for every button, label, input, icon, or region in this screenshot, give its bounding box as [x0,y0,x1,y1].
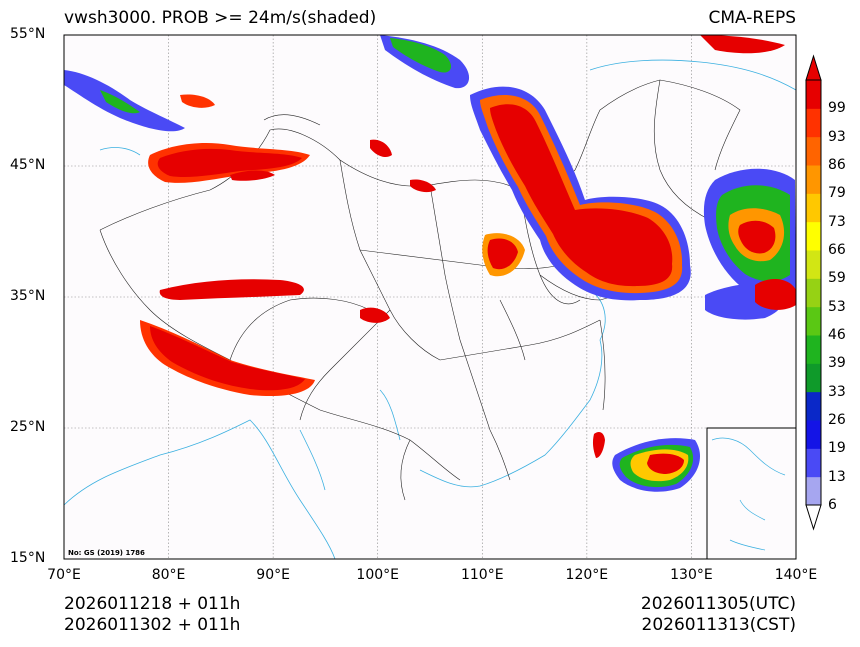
lon-tick-label: 130°E [670,567,713,583]
valid-time-cst: 2026011313(CST) [641,615,796,635]
inset-map [706,427,796,559]
colorbar-level-label: 26 [828,412,846,428]
colorbar-swatch [806,278,821,308]
lon-tick-label: 80°E [151,567,186,583]
colorbar-swatch [806,476,821,506]
colorbar-swatch [806,448,821,478]
lon-tick-label: 90°E [256,567,290,583]
colorbar-level-label: 59 [828,270,846,287]
lat-tick-label: 45°N [10,157,46,173]
colorbar-level-label: 86 [828,157,846,173]
colorbar-swatch [806,221,821,251]
probability-shading [64,35,796,492]
map-approval-note: No: GS (2019) 1786 [68,549,145,557]
colorbar-swatch [806,363,821,393]
colorbar-level-label: 66 [828,242,846,258]
colorbar-swatch [806,420,821,449]
colorbar-level-label: 33 [828,383,846,400]
colorbar-swatch [806,335,821,364]
lon-tick-label: 70°E [47,567,81,583]
colorbar-level-label: 46 [828,327,846,343]
lon-tick-label: 110°E [460,567,504,583]
gridlines [64,35,796,559]
colorbar-swatch [806,108,821,138]
init-time-block: 2026011218 + 011h 2026011302 + 011h [64,594,240,636]
valid-time-block: 2026011305(UTC) 2026011313(CST) [641,594,796,636]
colorbar-swatch [806,80,821,109]
colorbar-swatch [806,165,821,194]
map-title: vwsh3000. PROB >= 24m/s(shaded) [64,8,377,28]
colorbar-level-label: 13 [828,468,846,485]
init-time-utc: 2026011218 + 011h [64,594,241,614]
colorbar-swatch [806,193,821,223]
colorbar-min-extension [805,504,822,531]
colorbar-max-extension [805,54,822,81]
colorbar-level-label: 39 [828,355,846,372]
lat-tick-label: 25°N [10,419,46,435]
colorbar-swatch [806,250,821,279]
lat-tick-label: 55°N [10,26,46,42]
valid-time-utc: 2026011305(UTC) [640,594,796,614]
lon-tick-label: 100°E [356,567,399,583]
colorbar-swatch [806,391,821,421]
colorbar-level-label: 79 [828,185,846,202]
map-content [64,35,796,559]
colorbar-swatch [806,136,821,166]
colorbar-level-label: 73 [828,213,846,230]
colorbar-level-label: 93 [828,128,846,145]
map-frame [63,34,797,560]
lat-tick-label: 15°N [10,550,46,566]
colorbar-level-label: 6 [828,497,837,513]
colorbar-level-label: 53 [828,298,846,315]
lon-tick-label: 120°E [565,567,609,583]
colorbar-level-label: 19 [828,440,846,457]
colorbar [805,54,822,531]
colorbar-swatch [806,306,821,336]
colorbar-border [805,79,822,506]
lat-tick-label: 35°N [10,288,46,304]
colorbar-level-label: 99 [828,100,846,117]
borders [99,79,741,501]
model-name: CMA-REPS [708,8,796,28]
lon-tick-label: 140°E [774,567,818,583]
init-time-cst: 2026011302 + 011h [64,615,241,635]
